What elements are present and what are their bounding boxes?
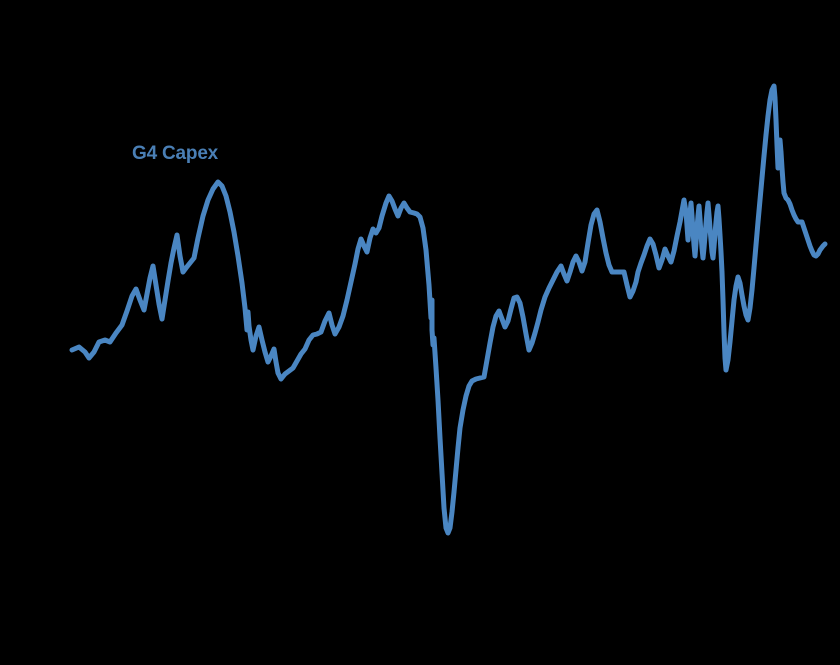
series-label-g4-capex: G4 Capex xyxy=(132,143,219,164)
series-line-g4-capex xyxy=(69,83,828,536)
